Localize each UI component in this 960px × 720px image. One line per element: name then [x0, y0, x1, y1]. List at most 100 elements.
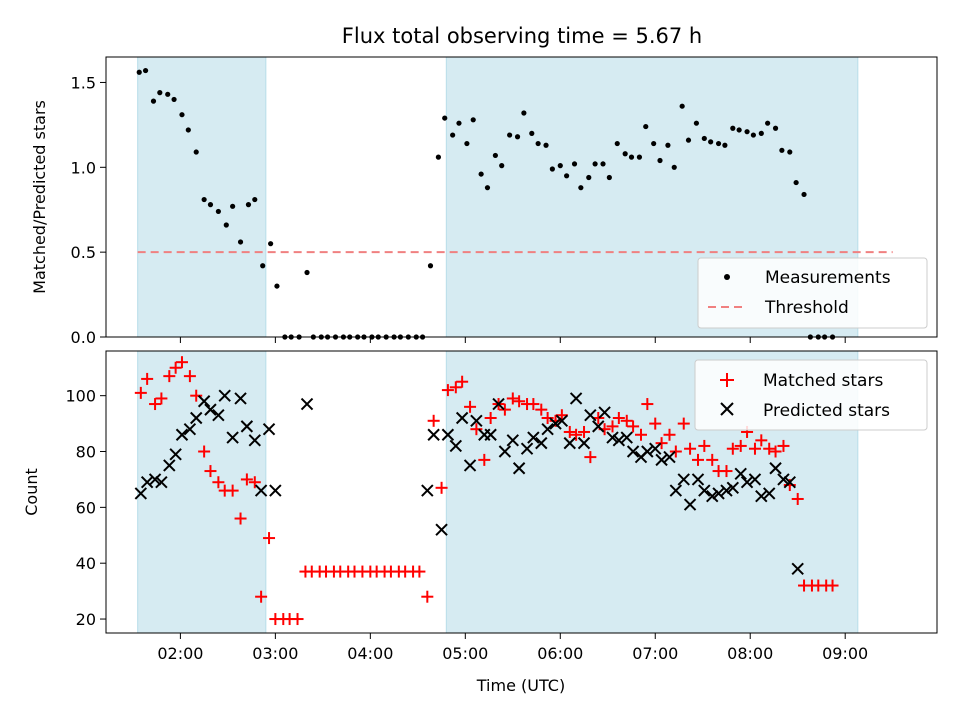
- measurement-point: [450, 132, 456, 138]
- predicted-star-point: [584, 409, 597, 422]
- matched-star-point: [684, 442, 697, 455]
- top-ytick-label: 1.5: [71, 73, 96, 92]
- predicted-star-point: [783, 476, 797, 489]
- predicted-star-point: [441, 428, 455, 441]
- matched-star-point: [190, 389, 203, 402]
- predicted-star-point: [204, 403, 217, 416]
- predicted-star-point: [598, 406, 611, 419]
- top-ytick: 1.5: [71, 73, 106, 92]
- matched-star-point: [734, 439, 747, 452]
- predicted-star-point: [535, 436, 548, 450]
- measurement-point: [165, 91, 171, 97]
- matched-star-point: [478, 453, 491, 466]
- predicted-star-point: [512, 462, 526, 475]
- predicted-star-point: [134, 487, 148, 500]
- top-panel-ratio: Flux total observing time = 5.67 h 0.00.…: [30, 24, 938, 347]
- top-legend: Measurements Threshold: [697, 257, 928, 329]
- matched-star-point: [198, 445, 211, 458]
- predicted-star-point: [769, 462, 782, 475]
- matched-star-point: [435, 481, 448, 494]
- predicted-stars-points: [134, 389, 804, 575]
- matched-star-point: [421, 590, 434, 603]
- predicted-star-point: [755, 489, 768, 503]
- legend-matched-marker: [720, 373, 734, 387]
- measurement-point: [529, 130, 535, 136]
- measurement-point: [193, 149, 199, 155]
- measurement-point: [636, 154, 643, 160]
- matched-star-point: [578, 425, 591, 438]
- measurement-point: [622, 151, 628, 157]
- bottom-ytick: 80: [76, 443, 106, 462]
- predicted-star-point: [748, 473, 762, 486]
- predicted-star-point: [218, 389, 231, 402]
- measurement-point: [499, 163, 505, 169]
- matched-star-point: [620, 414, 633, 427]
- top-legend-box: [697, 257, 928, 329]
- predicted-star-point: [470, 414, 483, 428]
- predicted-star-point: [463, 459, 477, 472]
- bottom-xtick-label: 04:00: [347, 644, 393, 663]
- matched-star-point: [635, 428, 648, 441]
- top-ytick: 0.0: [71, 328, 106, 347]
- predicted-star-point: [720, 484, 733, 497]
- predicted-star-point: [484, 428, 497, 441]
- bottom-xtick: 09:00: [822, 633, 868, 663]
- matched-star-point: [263, 532, 276, 545]
- measurement-point: [442, 115, 448, 121]
- matched-star-point: [627, 420, 640, 433]
- measurement-point: [427, 263, 434, 269]
- bottom-xtick: 02:00: [157, 633, 203, 663]
- predicted-star-point: [620, 431, 633, 444]
- predicted-star-point: [455, 411, 469, 425]
- measurement-point: [478, 171, 484, 177]
- matched-star-point: [427, 414, 440, 427]
- measurement-point: [185, 127, 191, 133]
- measurement-point: [252, 196, 258, 203]
- predicted-star-point: [175, 428, 189, 441]
- measurement-point: [730, 125, 736, 131]
- bottom-ytick-label: 40: [76, 554, 96, 573]
- predicted-star-point: [740, 476, 754, 489]
- measurement-point: [136, 69, 142, 75]
- predicted-star-point: [240, 420, 254, 433]
- measurement-point: [600, 161, 606, 167]
- measurement-point: [801, 191, 807, 198]
- measurement-point: [592, 161, 598, 167]
- predicted-star-point: [549, 417, 562, 430]
- bottom-xtick-label: 08:00: [727, 644, 773, 663]
- matched-star-point: [669, 445, 682, 458]
- predicted-star-point: [655, 453, 668, 467]
- measurement-point: [484, 185, 491, 191]
- measurement-point: [150, 98, 157, 104]
- matched-star-point: [691, 453, 704, 466]
- measurement-point: [665, 142, 671, 148]
- predicted-star-point: [555, 414, 569, 428]
- predicted-star-point: [777, 473, 790, 486]
- matched-star-point: [777, 439, 790, 452]
- measurement-point: [245, 202, 252, 208]
- measurement-point: [179, 112, 185, 118]
- predicted-star-point: [691, 473, 705, 486]
- predicted-star-point: [421, 484, 434, 497]
- measurement-point: [657, 157, 663, 164]
- predicted-star-point: [706, 489, 719, 503]
- matched-star-point: [449, 381, 462, 394]
- matched-star-point: [212, 476, 225, 489]
- measurement-point: [651, 140, 657, 147]
- bottom-xtick-label: 07:00: [632, 644, 678, 663]
- matched-star-point: [240, 473, 253, 486]
- measurement-point: [586, 174, 592, 181]
- measurement-point: [237, 239, 244, 245]
- matched-star-point: [826, 579, 839, 592]
- predicted-star-point: [226, 431, 239, 444]
- predicted-star-point: [649, 442, 662, 455]
- measurement-point: [549, 166, 555, 172]
- matched-star-point: [470, 423, 483, 436]
- measurement-point: [171, 96, 177, 103]
- matched-star-point: [755, 434, 768, 447]
- bottom-ytick-label: 100: [65, 387, 96, 406]
- predicted-star-point: [197, 395, 211, 408]
- measurement-point: [606, 174, 612, 181]
- predicted-star-point: [592, 420, 605, 433]
- measurement-point: [779, 147, 785, 153]
